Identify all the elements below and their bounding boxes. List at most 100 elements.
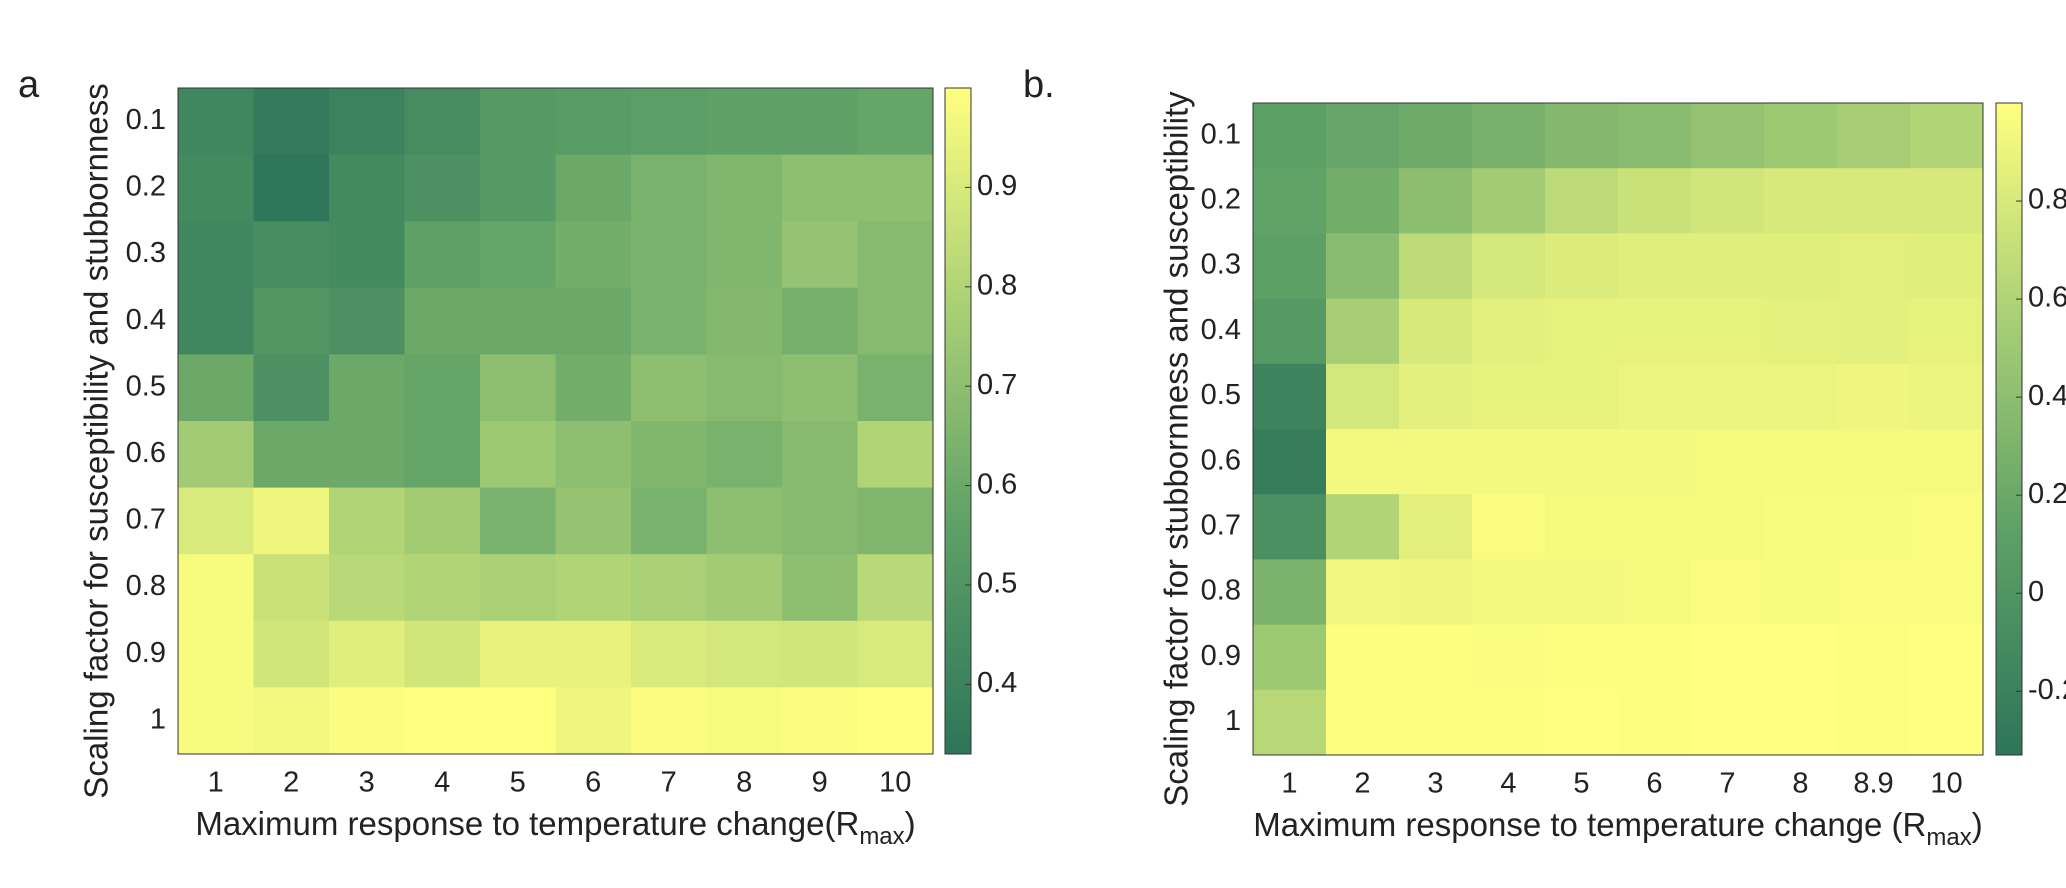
colorbar-tick-label: 0.9 [977, 170, 1017, 202]
heatmap-cell [1472, 624, 1546, 691]
heatmap-cell [1764, 429, 1838, 495]
heatmap-cell [253, 88, 330, 156]
heatmap-cell [480, 487, 556, 555]
heatmap-cell [631, 687, 707, 755]
x-axis-label-sub: max [1926, 824, 1971, 851]
heatmap-cell [1910, 103, 1984, 169]
heatmap-cell [329, 421, 405, 489]
x-tick-label: 6 [1646, 768, 1662, 800]
heatmap-cell [1691, 624, 1765, 691]
heatmap-cell [706, 421, 783, 489]
heatmap-cell [706, 620, 783, 688]
heatmap-cell [178, 620, 254, 688]
y-tick-label: 1 [1225, 705, 1241, 737]
heatmap-cell [706, 88, 783, 156]
heatmap-cell [1910, 363, 1984, 430]
y-tick-label: 0.8 [1201, 575, 1241, 607]
heatmap-cell [1399, 559, 1473, 626]
heatmap-cell [1764, 624, 1838, 691]
heatmap-cell [631, 88, 707, 156]
heatmap-cell [404, 154, 481, 222]
heatmap-cell [253, 421, 330, 489]
heatmap-cell [178, 554, 254, 622]
heatmap-cell [706, 221, 783, 289]
colorbar-tick-label: 0.6 [977, 468, 1017, 500]
heatmap-cell [1253, 559, 1327, 626]
heatmap-cell [1253, 168, 1327, 234]
heatmap-cell [1910, 298, 1984, 365]
heatmap-cell [1326, 559, 1400, 626]
heatmap-cell [404, 354, 481, 422]
heatmap-cell [555, 620, 632, 688]
heatmap-cell [404, 620, 481, 688]
heatmap-cell [782, 221, 858, 289]
x-tick-label: 4 [434, 767, 450, 799]
heatmap-cell [1545, 559, 1619, 626]
heatmap-cell [329, 620, 405, 688]
heatmap-cell [1399, 298, 1473, 365]
heatmap-cell [1253, 103, 1327, 169]
heatmap-cell [1910, 689, 1984, 756]
heatmap-cell [480, 154, 556, 222]
heatmap-cell [555, 421, 632, 489]
heatmap-cell [1253, 429, 1327, 495]
heatmap-cell [1326, 689, 1400, 756]
heatmap-cell [1764, 103, 1838, 169]
heatmap-cell [1910, 559, 1984, 626]
heatmap-cell [1545, 363, 1619, 430]
colorbar-tick-label: 0.6 [2028, 282, 2066, 314]
y-tick-label: 0.6 [126, 437, 166, 469]
x-tick-label: 10 [879, 767, 911, 799]
y-tick-label: 0.2 [1201, 183, 1241, 215]
heatmap-cell [329, 487, 405, 555]
heatmap-cell [1691, 298, 1765, 365]
heatmap-cell [1837, 559, 1911, 626]
heatmap-cell [555, 154, 632, 222]
heatmap-cell [1837, 233, 1911, 300]
heatmap-cell [1399, 363, 1473, 430]
heatmap-cell [706, 487, 783, 555]
x-tick-label: 3 [1427, 768, 1443, 800]
heatmap-cell [631, 154, 707, 222]
heatmap-cell [404, 421, 481, 489]
heatmap-cell [1545, 494, 1619, 560]
heatmap-cell [178, 88, 254, 156]
y-tick-label: 0.7 [1201, 509, 1241, 541]
heatmap-cell [1253, 233, 1327, 300]
y-tick-label: 0.8 [126, 570, 166, 602]
y-tick-label: 0.9 [1201, 640, 1241, 672]
heatmap-cell [1910, 429, 1984, 495]
heatmap-cell [404, 487, 481, 555]
heatmap-cell [1472, 494, 1546, 560]
heatmap-cell [480, 687, 556, 755]
heatmap-cell [1691, 689, 1765, 756]
heatmap-cell [1545, 624, 1619, 691]
heatmap-cell [1326, 624, 1400, 691]
heatmap-cell [1472, 689, 1546, 756]
y-tick-label: 0.5 [126, 370, 166, 402]
heatmap-cell [1618, 168, 1692, 234]
heatmap-cell [857, 354, 934, 422]
heatmap-cell [329, 221, 405, 289]
heatmap-cell [1691, 363, 1765, 430]
heatmap-cell [1837, 363, 1911, 430]
heatmap-cell [631, 221, 707, 289]
heatmap-cell [1545, 298, 1619, 365]
heatmap-cell [706, 554, 783, 622]
x-axis-label-end: ) [1972, 806, 1983, 843]
heatmap-cell [1326, 363, 1400, 430]
x-tick-label: 5 [510, 767, 526, 799]
heatmap-cell [706, 354, 783, 422]
x-axis-label-main: Maximum response to temperature change (… [1253, 806, 1926, 843]
x-tick-label: 2 [283, 767, 299, 799]
heatmap-cell [1472, 103, 1546, 169]
y-tick-label: 0.3 [126, 237, 166, 269]
y-tick-label: 0.4 [126, 304, 166, 336]
heatmap-cell [555, 687, 632, 755]
heatmap-cell [1399, 429, 1473, 495]
heatmap-cell [480, 354, 556, 422]
heatmap-cell [631, 620, 707, 688]
heatmap-cell [555, 554, 632, 622]
heatmap-cell [857, 554, 934, 622]
heatmap-cell [1253, 363, 1327, 430]
